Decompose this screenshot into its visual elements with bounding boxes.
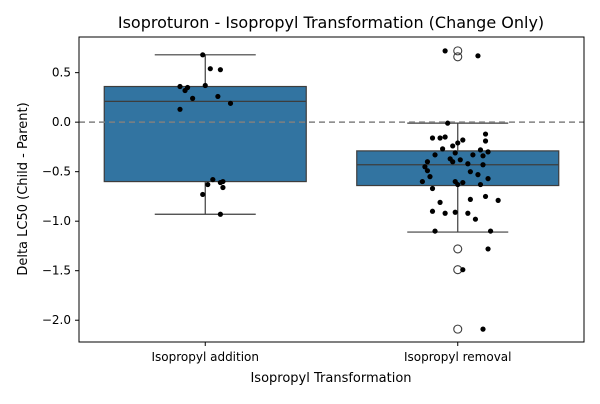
outlier-1-0 — [453, 46, 463, 56]
data-point-28 — [450, 143, 456, 149]
data-point-17 — [217, 211, 223, 217]
data-point-48 — [419, 178, 425, 185]
boxes-layer — [103, 46, 560, 334]
y-tick-label-1: 0.0 — [52, 115, 71, 129]
plot-frame — [78, 36, 585, 343]
data-point-59 — [452, 209, 458, 215]
data-point-31 — [485, 149, 491, 155]
y-tick-label-3: −1.0 — [42, 214, 71, 228]
box-1 — [356, 150, 560, 187]
data-point-61 — [465, 210, 471, 216]
data-point-11 — [210, 176, 216, 183]
data-point-18 — [442, 48, 448, 54]
data-point-37 — [457, 157, 463, 163]
data-point-27 — [455, 140, 461, 146]
data-point-39 — [450, 159, 456, 165]
data-point-25 — [460, 137, 466, 143]
data-point-53 — [429, 185, 436, 192]
data-point-40 — [465, 161, 471, 167]
data-point-23 — [437, 135, 443, 141]
data-point-63 — [432, 228, 438, 234]
data-point-55 — [467, 196, 473, 203]
points-layer — [177, 48, 501, 332]
data-point-6 — [202, 82, 208, 89]
data-point-21 — [482, 131, 489, 137]
data-point-29 — [440, 146, 446, 152]
data-point-20 — [445, 120, 451, 126]
y-axis-label: Delta LC50 (Child - Parent) — [16, 102, 31, 275]
x-axis-label: Isopropyl Transformation — [250, 371, 411, 386]
data-point-5 — [182, 87, 188, 94]
data-point-65 — [485, 246, 491, 252]
data-point-44 — [467, 169, 473, 175]
data-point-51 — [455, 181, 461, 188]
data-point-9 — [227, 100, 234, 106]
data-point-30 — [477, 147, 484, 153]
data-point-10 — [177, 106, 183, 112]
y-tick-label-5: −2.0 — [42, 313, 71, 327]
data-point-45 — [475, 172, 481, 178]
data-point-67 — [480, 326, 486, 332]
data-point-62 — [472, 216, 479, 222]
axes-layer: 0.5 0.0 −0.5 −1.0 −1.5 −2.0 Isopropyl addition… — [42, 36, 585, 364]
y-tick-label-4: −1.5 — [42, 264, 71, 278]
outlier-1-4 — [453, 324, 463, 334]
data-point-26 — [482, 138, 489, 144]
box-0 — [103, 85, 307, 183]
data-point-2 — [217, 67, 223, 73]
data-point-19 — [475, 53, 481, 59]
data-point-8 — [190, 95, 196, 101]
data-point-52 — [477, 181, 484, 188]
data-point-58 — [429, 208, 436, 214]
outlier-1-1 — [453, 52, 463, 62]
data-point-50 — [460, 179, 466, 186]
data-point-35 — [480, 153, 486, 159]
chart-title: Isoproturon - Isopropyl Transformation (… — [118, 13, 544, 32]
data-point-64 — [487, 228, 494, 234]
data-point-1 — [207, 66, 213, 72]
data-point-13 — [217, 179, 223, 186]
outlier-1-2 — [453, 244, 463, 254]
x-tick-label-1: Isopropyl removal — [404, 350, 512, 364]
data-point-54 — [482, 193, 489, 200]
data-point-60 — [442, 210, 448, 216]
data-point-38 — [424, 159, 431, 165]
data-point-33 — [432, 152, 438, 158]
data-point-56 — [495, 197, 501, 203]
y-tick-label-2: −0.5 — [42, 165, 71, 179]
data-point-14 — [205, 181, 211, 188]
data-point-32 — [452, 150, 458, 156]
data-point-66 — [460, 267, 466, 273]
data-point-34 — [470, 152, 476, 158]
data-point-7 — [215, 93, 221, 100]
x-tick-label-0: Isopropyl addition — [151, 350, 259, 364]
data-point-41 — [480, 162, 486, 168]
data-point-0 — [200, 52, 206, 58]
data-point-43 — [424, 168, 431, 174]
data-point-15 — [220, 184, 226, 191]
data-point-47 — [485, 176, 491, 182]
data-point-57 — [437, 199, 443, 205]
data-point-46 — [427, 174, 433, 180]
data-point-42 — [422, 164, 428, 170]
data-point-24 — [442, 134, 448, 140]
data-point-16 — [200, 191, 206, 198]
data-point-22 — [429, 135, 436, 141]
y-tick-label-0: 0.5 — [52, 66, 71, 80]
data-point-3 — [177, 83, 183, 90]
